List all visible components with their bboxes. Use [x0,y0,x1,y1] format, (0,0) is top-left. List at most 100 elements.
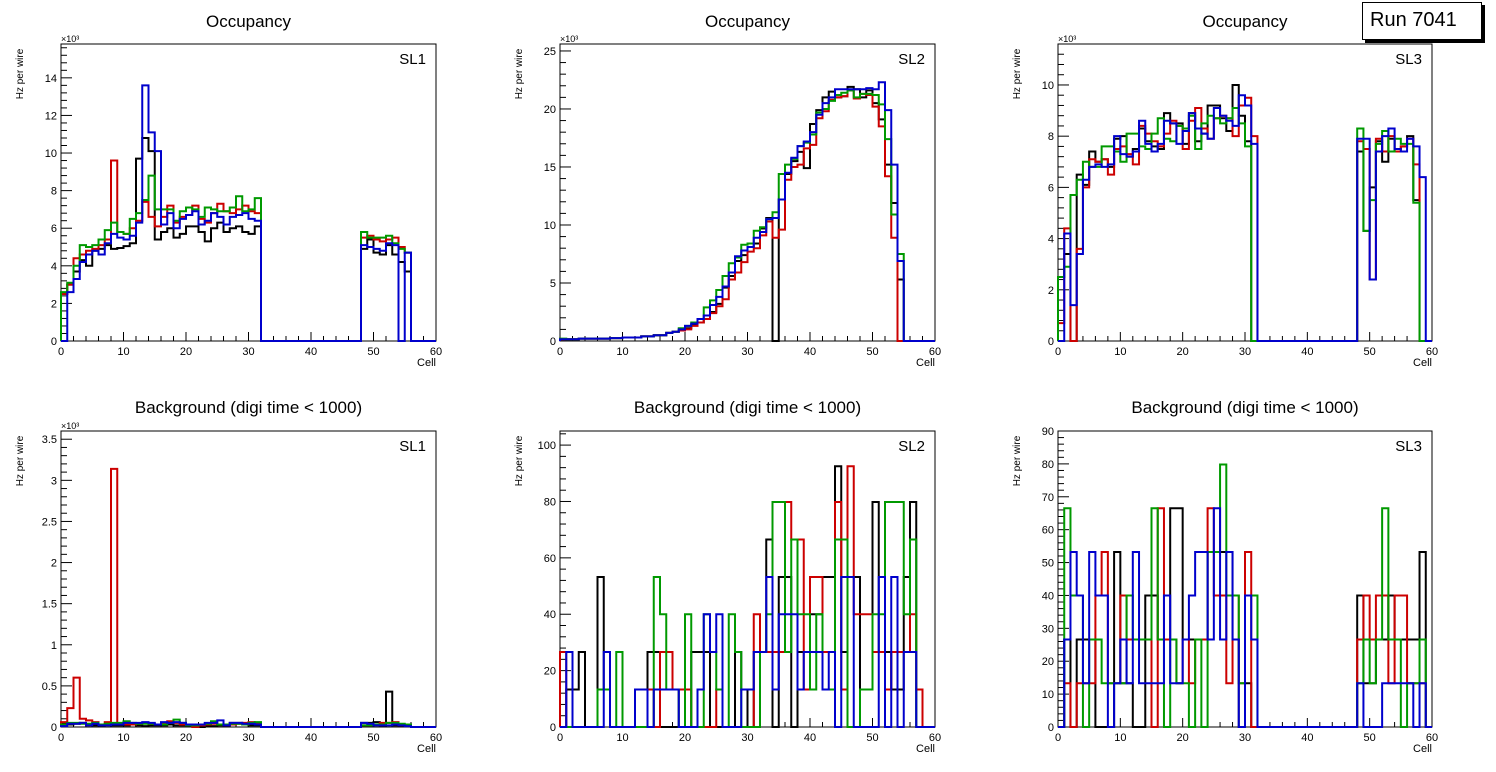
series-green-line [60,174,436,342]
x-tick-label: 10 [117,732,129,744]
y-tick-label: 70 [1042,492,1054,504]
x-tick-label: 30 [1239,346,1251,358]
y-tick-label: 10 [1042,80,1054,92]
y-tick-label: 80 [1042,459,1054,471]
x-tick-label: 40 [804,346,816,358]
x-axis-label: Cell [916,357,935,369]
series-blue-line [559,81,935,342]
y-tick-label: 100 [538,440,556,452]
x-tick-label: 10 [1114,732,1126,744]
series-green-line [1058,463,1432,728]
x-tick-label: 30 [242,732,254,744]
x-tick-label: 50 [866,732,878,744]
x-tick-label: 50 [367,346,379,358]
y-tick-label: 0 [51,722,57,734]
superlayer-label: SL2 [898,438,925,455]
series-green-line [559,89,935,342]
x-axis-label: Cell [417,743,436,755]
y-tick-label: 0 [1048,336,1054,348]
y-tick-label: 80 [544,496,556,508]
y-tick-label: 0 [51,336,57,348]
x-tick-label: 20 [180,732,192,744]
y-tick-label: 8 [51,186,57,198]
y-exponent-label: ×10³ [61,421,79,431]
y-tick-label: 40 [544,609,556,621]
run-label: Run 7041 [1370,9,1457,31]
x-tick-label: 20 [180,346,192,358]
series-blue-line [61,84,436,342]
x-axis-label: Cell [916,743,935,755]
x-tick-label: 50 [1364,346,1376,358]
y-exponent-label: ×10³ [1058,34,1076,44]
y-tick-label: 40 [1042,590,1054,602]
y-tick-label: 12 [45,110,57,122]
series-blue-line [1058,94,1432,342]
superlayer-label: SL1 [399,438,426,455]
y-axis-label: Hz per wire [514,48,525,99]
y-tick-label: 25 [544,46,556,58]
x-tick-label: 30 [1239,732,1251,744]
chart-title: Background (digi time < 1000) [135,398,362,417]
y-tick-label: 14 [45,73,57,85]
y-tick-label: 50 [1042,558,1054,570]
y-tick-label: 20 [1042,656,1054,668]
superlayer-label: SL2 [898,51,925,68]
x-tick-label: 50 [367,732,379,744]
x-tick-label: 0 [1055,346,1061,358]
chart-title: Occupancy [1202,12,1288,31]
y-tick-label: 60 [544,553,556,565]
y-tick-label: 3 [51,475,57,487]
x-tick-label: 0 [557,346,563,358]
y-tick-label: 3.5 [42,434,57,446]
series-blue-line [560,576,935,728]
x-tick-label: 60 [1426,732,1438,744]
chart-title: Occupancy [206,12,292,31]
x-tick-label: 20 [1177,732,1189,744]
x-tick-label: 30 [741,346,753,358]
x-tick-label: 20 [679,732,691,744]
x-tick-label: 0 [58,732,64,744]
x-tick-label: 50 [866,346,878,358]
superlayer-label: SL3 [1395,438,1422,455]
y-tick-label: 0 [550,336,556,348]
superlayer-label: SL1 [399,51,426,68]
x-tick-label: 0 [1055,732,1061,744]
y-exponent-label: ×10³ [560,34,578,44]
y-tick-label: 4 [51,261,57,273]
x-tick-label: 10 [616,732,628,744]
x-tick-label: 40 [305,732,317,744]
y-tick-label: 1.5 [42,599,57,611]
run-label-box: Run 7041 [1362,2,1482,40]
x-tick-label: 10 [117,346,129,358]
x-tick-label: 20 [679,346,691,358]
y-tick-label: 0 [550,722,556,734]
y-tick-label: 0.5 [42,681,57,693]
y-tick-label: 2 [1048,285,1054,297]
x-tick-label: 50 [1364,732,1376,744]
x-tick-label: 30 [242,346,254,358]
series-red-line [559,89,935,342]
y-tick-label: 20 [544,104,556,116]
chart-title: Occupancy [705,12,791,31]
series-blue-line [60,719,436,728]
y-tick-label: 2 [51,558,57,570]
y-exponent-label: ×10³ [61,34,79,44]
x-tick-label: 40 [804,732,816,744]
y-tick-label: 0 [1048,722,1054,734]
chart-bkg-sl1: Background (digi time < 1000)0 10 20 30 40 50… [15,398,442,755]
y-axis-label: Hz per wire [1012,435,1023,486]
x-tick-label: 30 [741,732,753,744]
x-tick-label: 60 [929,732,941,744]
series-blue-line [1058,507,1432,728]
x-tick-label: 0 [58,346,64,358]
y-tick-label: 15 [544,162,556,174]
superlayer-label: SL3 [1395,51,1422,68]
chart-title: Background (digi time < 1000) [634,398,861,417]
x-tick-label: 20 [1177,346,1189,358]
y-tick-label: 1 [51,640,57,652]
y-tick-label: 60 [1042,525,1054,537]
y-tick-label: 6 [51,223,57,235]
x-tick-label: 10 [616,346,628,358]
x-tick-label: 0 [557,732,563,744]
